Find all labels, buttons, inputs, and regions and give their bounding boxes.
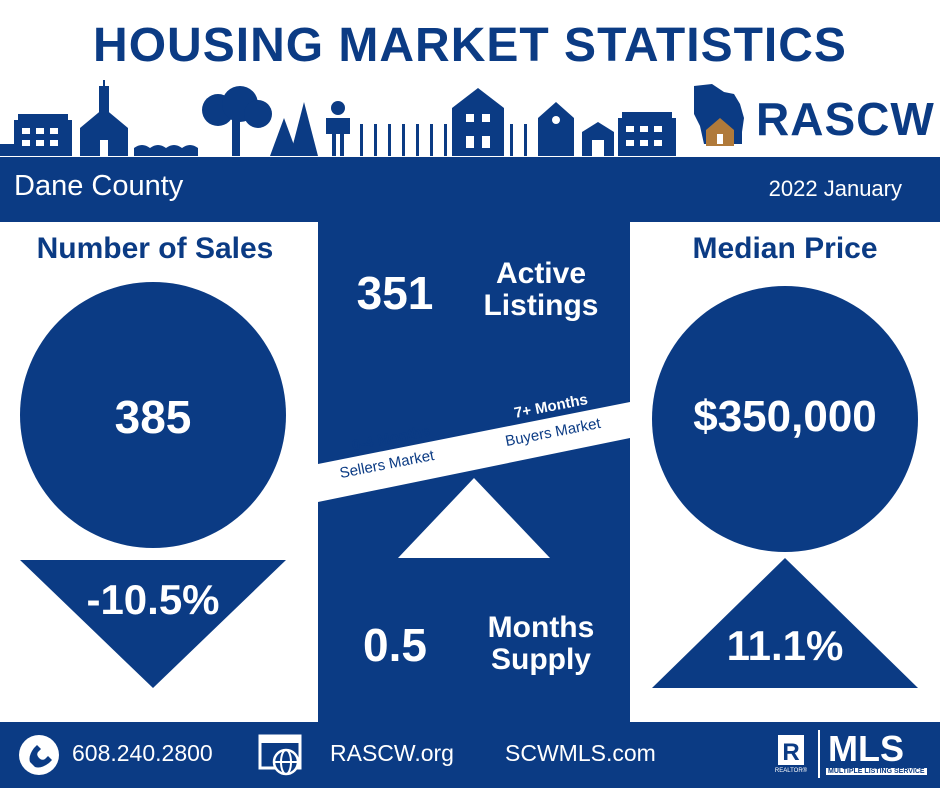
mls-subtitle: MULTIPLE LISTING SERVICE (826, 768, 927, 775)
footer-divider (818, 730, 820, 778)
scale-fulcrum (398, 478, 550, 558)
mls-logo-text: MLS (828, 728, 904, 769)
active-listings-label: Active Listings (470, 258, 612, 322)
sales-title: Number of Sales (36, 232, 274, 265)
months-supply-label-line2: Supply (490, 643, 591, 676)
phone-icon (19, 735, 59, 775)
town-skyline-icon (0, 80, 676, 156)
scale-beam (318, 402, 630, 502)
wisconsin-map-icon (694, 84, 744, 146)
median-price-change-up-arrow-icon (652, 558, 918, 688)
brand-logo-text: RASCW (756, 93, 935, 145)
sales-circle (20, 282, 286, 548)
web-globe-icon (258, 734, 302, 776)
active-listings-label-line2: Listings (483, 289, 599, 322)
county-name: Dane County (14, 170, 184, 202)
market-scale-graphic (318, 402, 630, 558)
active-listings-value: 351 (356, 267, 434, 319)
footer-site-rascw[interactable]: RASCW.org (330, 740, 454, 766)
realtor-mark-text: REALTOR® (774, 768, 808, 774)
sales-value: 385 (114, 391, 192, 443)
months-supply-label: Months Supply (470, 612, 612, 676)
median-price-value: $350,000 (693, 392, 877, 441)
median-price-title: Median Price (692, 232, 878, 265)
footer-phone[interactable]: 608.240.2800 (72, 740, 213, 766)
footer-site-scwmls[interactable]: SCWMLS.com (505, 740, 656, 766)
sales-change-down-arrow-icon (20, 560, 286, 688)
report-period: 2022 January (768, 176, 902, 201)
months-supply-value: 0.5 (363, 619, 427, 671)
median-price-circle (652, 286, 918, 552)
realtor-r-icon: R (778, 735, 804, 766)
header-band (0, 157, 940, 222)
months-supply-label-line1: Months (487, 611, 595, 644)
svg-text:R: R (782, 739, 799, 766)
page-title: HOUSING MARKET STATISTICS (93, 19, 847, 72)
sales-change: -10.5% (86, 576, 220, 623)
active-listings-label-line1: Active (495, 257, 587, 290)
median-price-change: 11.1% (726, 622, 844, 669)
